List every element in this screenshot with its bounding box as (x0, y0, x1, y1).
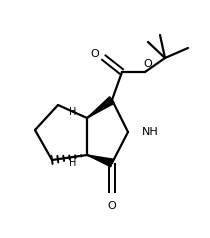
Text: O: O (91, 49, 99, 59)
Text: NH: NH (142, 127, 159, 137)
Text: O: O (144, 59, 152, 69)
Polygon shape (87, 97, 114, 118)
Text: H: H (69, 158, 77, 168)
Polygon shape (87, 155, 113, 167)
Text: O: O (108, 201, 116, 211)
Text: H: H (69, 107, 77, 117)
